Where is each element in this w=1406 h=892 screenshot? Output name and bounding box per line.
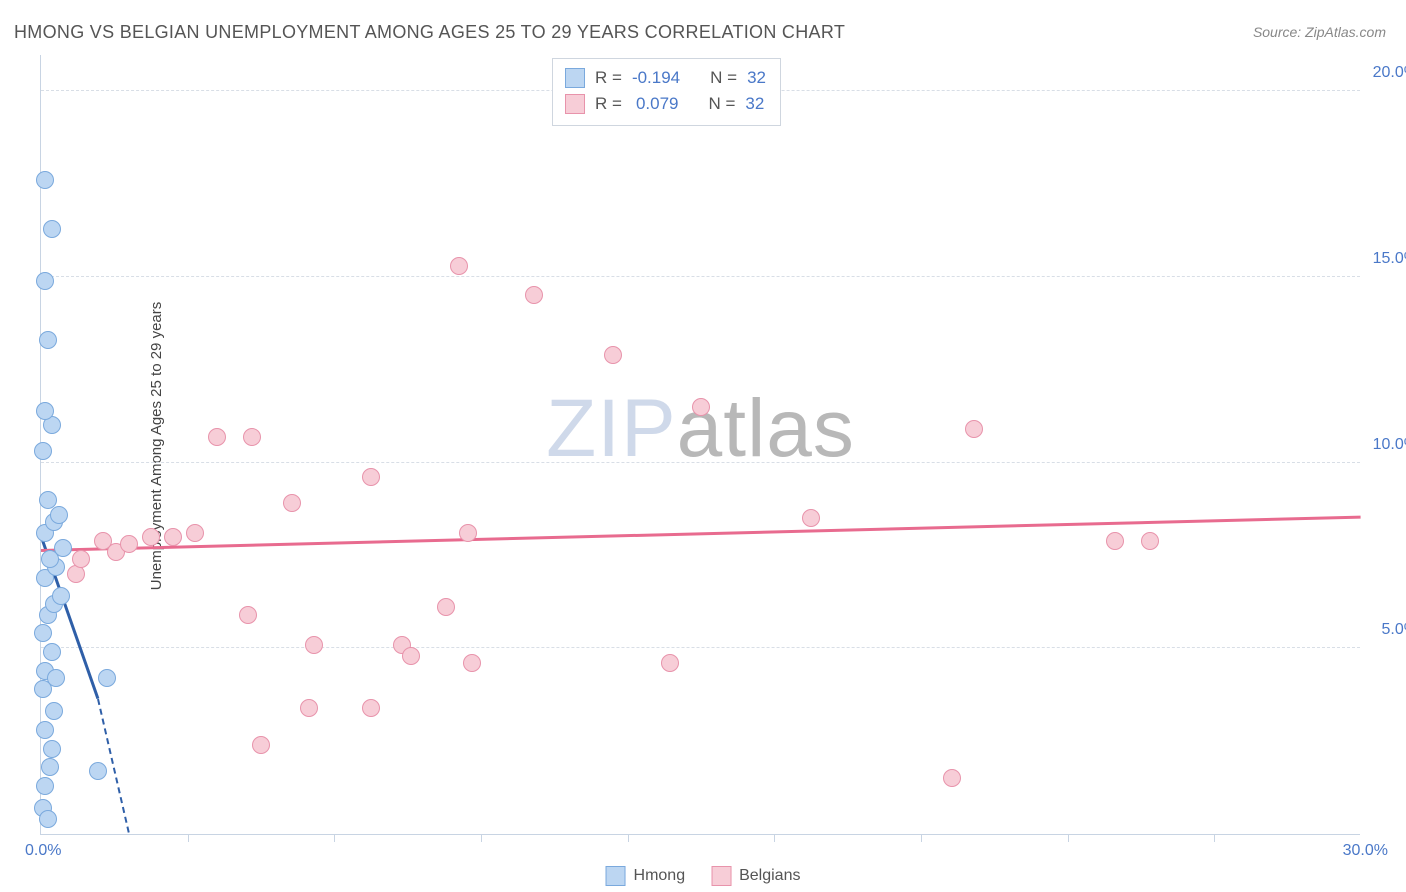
data-point xyxy=(120,535,138,553)
data-point xyxy=(943,769,961,787)
scatter-plot: ZIPatlas 5.0%10.0%15.0%20.0%0.0%30.0% xyxy=(40,55,1360,835)
x-tick xyxy=(921,834,922,842)
data-point xyxy=(36,272,54,290)
data-point xyxy=(362,468,380,486)
swatch-hmong xyxy=(565,68,585,88)
data-point xyxy=(54,539,72,557)
data-point xyxy=(186,524,204,542)
data-point xyxy=(43,740,61,758)
gridline xyxy=(41,462,1360,463)
data-point xyxy=(402,647,420,665)
data-point xyxy=(36,171,54,189)
data-point xyxy=(450,257,468,275)
data-point xyxy=(98,669,116,687)
legend-swatch-belgians xyxy=(711,866,731,886)
x-tick xyxy=(481,834,482,842)
data-point xyxy=(525,286,543,304)
legend-item-hmong: Hmong xyxy=(606,866,686,886)
legend: Hmong Belgians xyxy=(606,866,801,886)
y-tick-label: 15.0% xyxy=(1364,250,1406,268)
legend-swatch-hmong xyxy=(606,866,626,886)
data-point xyxy=(36,777,54,795)
data-point xyxy=(164,528,182,546)
data-point xyxy=(283,494,301,512)
x-min-label: 0.0% xyxy=(25,842,61,860)
data-point xyxy=(39,331,57,349)
source-credit: Source: ZipAtlas.com xyxy=(1253,24,1386,40)
data-point xyxy=(50,506,68,524)
data-point xyxy=(52,587,70,605)
data-point xyxy=(45,702,63,720)
data-point xyxy=(604,346,622,364)
data-point xyxy=(1141,532,1159,550)
data-point xyxy=(252,736,270,754)
legend-item-belgians: Belgians xyxy=(711,866,800,886)
data-point xyxy=(300,699,318,717)
y-tick-label: 10.0% xyxy=(1364,436,1406,454)
data-point xyxy=(34,442,52,460)
data-point xyxy=(41,758,59,776)
data-point xyxy=(437,598,455,616)
data-point xyxy=(142,528,160,546)
data-point xyxy=(34,624,52,642)
data-point xyxy=(1106,532,1124,550)
gridline xyxy=(41,647,1360,648)
x-tick xyxy=(774,834,775,842)
y-tick-label: 5.0% xyxy=(1364,621,1406,639)
swatch-belgians xyxy=(565,94,585,114)
x-tick xyxy=(1068,834,1069,842)
data-point xyxy=(72,550,90,568)
data-point xyxy=(239,606,257,624)
data-point xyxy=(661,654,679,672)
data-point xyxy=(965,420,983,438)
correlation-box: R = -0.194 N = 32 R = 0.079 N = 32 xyxy=(552,58,781,126)
data-point xyxy=(243,428,261,446)
y-tick-label: 20.0% xyxy=(1364,64,1406,82)
x-tick xyxy=(188,834,189,842)
gridline xyxy=(41,276,1360,277)
data-point xyxy=(362,699,380,717)
data-point xyxy=(43,643,61,661)
data-point xyxy=(692,398,710,416)
x-tick xyxy=(628,834,629,842)
data-point xyxy=(47,669,65,687)
data-point xyxy=(39,810,57,828)
data-point xyxy=(802,509,820,527)
correlation-row-hmong: R = -0.194 N = 32 xyxy=(565,65,766,91)
x-tick xyxy=(1214,834,1215,842)
data-point xyxy=(459,524,477,542)
data-point xyxy=(208,428,226,446)
data-point xyxy=(43,220,61,238)
data-point xyxy=(39,491,57,509)
x-max-label: 30.0% xyxy=(1343,842,1388,860)
data-point xyxy=(36,402,54,420)
data-point xyxy=(36,721,54,739)
correlation-row-belgians: R = 0.079 N = 32 xyxy=(565,91,766,117)
trend-line xyxy=(41,516,1361,552)
data-point xyxy=(305,636,323,654)
data-point xyxy=(89,762,107,780)
data-point xyxy=(463,654,481,672)
x-tick xyxy=(334,834,335,842)
chart-title: HMONG VS BELGIAN UNEMPLOYMENT AMONG AGES… xyxy=(14,22,845,43)
